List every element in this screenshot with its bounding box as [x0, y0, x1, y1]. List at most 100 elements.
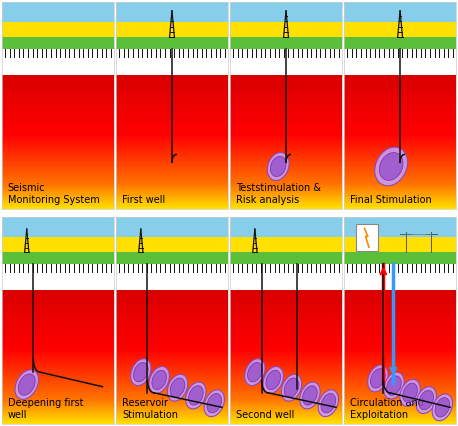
Bar [344, 392, 456, 394]
Bar [344, 199, 456, 201]
Bar [2, 142, 114, 144]
Bar [344, 182, 456, 184]
Bar [116, 328, 228, 331]
Bar [230, 362, 342, 364]
Bar [116, 93, 228, 95]
Bar [2, 305, 114, 307]
Bar [344, 398, 456, 400]
Bar [116, 383, 228, 386]
Bar [344, 110, 456, 112]
Bar [116, 343, 228, 345]
Bar [116, 170, 228, 172]
Bar [116, 410, 228, 412]
Ellipse shape [318, 390, 338, 417]
Bar [230, 77, 342, 79]
Bar [116, 82, 228, 84]
Bar [116, 195, 228, 197]
Bar [2, 303, 114, 305]
Bar [344, 409, 456, 411]
Bar [116, 202, 228, 204]
Ellipse shape [267, 153, 289, 181]
Bar [116, 97, 228, 99]
Bar [2, 314, 114, 316]
Bar [344, 187, 456, 189]
Bar [344, 185, 456, 187]
Bar [230, 397, 342, 399]
Bar [116, 138, 228, 141]
Bar [2, 380, 114, 382]
Bar [116, 83, 228, 86]
Bar [230, 109, 342, 110]
Bar [230, 305, 342, 307]
Bar [344, 348, 456, 351]
Bar [230, 347, 342, 349]
Bar [230, 335, 342, 337]
Bar [230, 390, 342, 392]
Bar [116, 90, 228, 92]
Bar [344, 378, 456, 380]
Bar [116, 338, 228, 340]
Bar [230, 357, 342, 359]
Bar [230, 320, 342, 322]
Bar [344, 320, 456, 322]
Bar [230, 312, 342, 314]
Bar [344, 173, 456, 176]
Bar [116, 323, 228, 325]
Bar [2, 118, 114, 121]
Bar [230, 394, 342, 395]
Bar [116, 153, 228, 155]
Bar [116, 292, 228, 294]
Bar [230, 323, 342, 325]
Bar [2, 372, 114, 374]
Ellipse shape [131, 359, 151, 386]
Bar [2, 104, 114, 106]
Bar [2, 122, 114, 124]
Bar [230, 142, 342, 144]
Bar [116, 325, 228, 327]
Bar [230, 137, 342, 139]
Bar [2, 205, 114, 207]
Ellipse shape [284, 378, 299, 397]
Bar [2, 77, 114, 79]
Bar [116, 100, 228, 102]
Bar [230, 192, 342, 194]
Bar [116, 188, 228, 190]
Bar [344, 412, 456, 414]
Bar [116, 368, 228, 371]
Bar [116, 177, 228, 179]
Bar [2, 200, 114, 202]
Bar [2, 165, 114, 167]
Bar [344, 138, 456, 141]
Bar [116, 130, 228, 132]
Bar [344, 360, 456, 362]
Bar [344, 395, 456, 397]
Bar [116, 80, 228, 82]
Bar [2, 237, 114, 264]
Bar [2, 310, 114, 312]
Ellipse shape [303, 386, 317, 405]
Bar [116, 389, 228, 391]
Bar [116, 362, 228, 364]
Bar [344, 417, 456, 419]
Bar [2, 343, 114, 345]
Bar [2, 295, 114, 297]
Bar [344, 164, 456, 166]
Bar [344, 155, 456, 157]
Bar [116, 348, 228, 351]
Bar [2, 87, 114, 89]
Bar [2, 397, 114, 399]
Bar [230, 380, 342, 382]
Bar [344, 407, 456, 409]
Bar [344, 300, 456, 302]
Bar [230, 92, 342, 94]
Bar [230, 113, 342, 115]
Bar [2, 407, 114, 409]
Bar [230, 185, 342, 187]
Ellipse shape [379, 153, 403, 180]
Ellipse shape [247, 363, 262, 382]
Bar [344, 367, 456, 369]
Bar [344, 415, 456, 417]
Bar [344, 144, 456, 146]
Bar [116, 162, 228, 164]
Bar [2, 175, 114, 177]
